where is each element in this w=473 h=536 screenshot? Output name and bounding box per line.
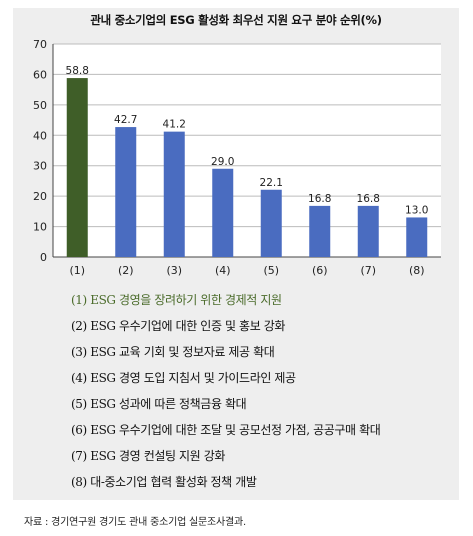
- y-tick-label: 20: [33, 190, 47, 203]
- data-label: 41.2: [163, 119, 186, 131]
- y-tick-label: 30: [33, 160, 47, 173]
- y-tick-label: 60: [33, 68, 47, 81]
- legend-item-8: (8) 대-중소기업 협력 활성화 정책 개발: [71, 475, 257, 489]
- x-tick-label: (7): [360, 264, 376, 277]
- x-tick-label: (2): [118, 264, 134, 277]
- y-tick-label: 40: [33, 129, 47, 142]
- legend-list: (1) ESG 경영을 장려하기 위한 경제적 지원 (2) ESG 우수기업에…: [71, 287, 381, 495]
- source-note: 자료 : 경기연구원 경기도 관내 중소기업 실문조사결과.: [24, 517, 247, 528]
- bar: [115, 127, 137, 257]
- bar: [406, 217, 428, 257]
- legend-item-3: (3) ESG 교육 기회 및 정보자료 제공 확대: [71, 345, 275, 359]
- x-tick-label: (3): [166, 264, 182, 277]
- bar-chart: 0 10 20 30 40 50 60 70 58.8 (1) 42.7 (2) 41.2 (3) 29.0…: [33, 38, 441, 277]
- legend-item-2: (2) ESG 우수기업에 대한 인증 및 홍보 강화: [71, 319, 286, 333]
- x-tick-label: (1): [69, 264, 85, 277]
- data-label: 16.8: [308, 193, 331, 205]
- x-tick-label: (8): [409, 264, 425, 277]
- x-tick-label: (4): [215, 264, 231, 277]
- y-tick-label: 50: [33, 99, 47, 112]
- x-tick-label: (6): [312, 264, 328, 277]
- data-label: 42.7: [114, 114, 137, 126]
- data-label: 16.8: [357, 193, 380, 205]
- chart-panel: 관내 중소기업의 ESG 활성화 최우선 지원 요구 분야 순위(%) 0 10 2…: [13, 8, 459, 500]
- data-label: 13.0: [405, 204, 428, 216]
- legend-item-5: (5) ESG 성과에 따른 정책금융 확대: [71, 397, 247, 411]
- bar: [163, 131, 185, 257]
- chart-title: 관내 중소기업의 ESG 활성화 최우선 지원 요구 분야 순위(%): [90, 13, 382, 27]
- bar: [212, 168, 234, 257]
- data-label: 29.0: [211, 156, 234, 168]
- y-tick-label: 0: [40, 251, 47, 264]
- y-tick-label: 70: [33, 38, 47, 51]
- bar: [260, 189, 282, 257]
- legend-item-4: (4) ESG 경영 도입 지침서 및 가이드라인 제공: [71, 371, 296, 385]
- y-tick-label: 10: [33, 221, 47, 234]
- legend-item-1: (1) ESG 경영을 장려하기 위한 경제적 지원: [71, 293, 282, 307]
- data-label: 22.1: [260, 177, 283, 189]
- x-tick-label: (5): [263, 264, 279, 277]
- bar: [66, 78, 88, 257]
- legend-item-6: (6) ESG 우수기업에 대한 조달 및 공모선정 가점, 공공구매 확대: [71, 423, 381, 437]
- bar: [357, 205, 379, 257]
- legend-item-7: (7) ESG 경영 컨설팅 지원 강화: [71, 449, 225, 463]
- bar: [309, 205, 331, 257]
- plot-area: [53, 44, 441, 257]
- data-label: 58.8: [66, 65, 89, 77]
